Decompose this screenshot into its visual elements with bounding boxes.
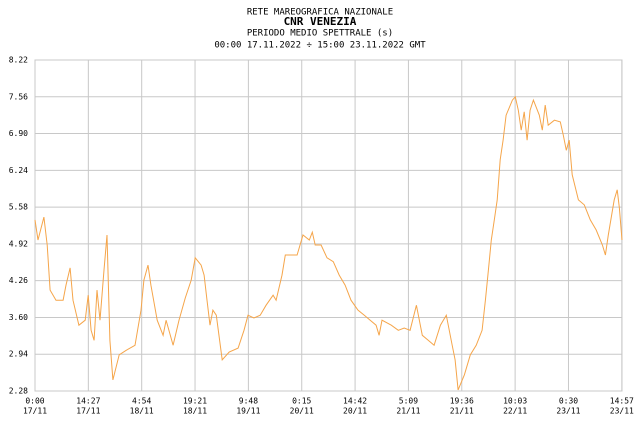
y-tick-label: 5.58 — [9, 203, 28, 212]
x-tick-label: 9:48 — [239, 397, 258, 406]
x-tick-label: 21/11 — [450, 407, 474, 416]
y-tick-label: 8.22 — [9, 56, 28, 65]
y-tick-label: 7.56 — [9, 92, 28, 101]
x-tick-label: 20/11 — [343, 407, 367, 416]
x-tick-label: 19/11 — [236, 407, 260, 416]
x-tick-label: 14:27 — [76, 397, 100, 406]
x-tick-label: 5:09 — [399, 397, 418, 406]
x-tick-label: 18/11 — [130, 407, 154, 416]
x-tick-label: 0:15 — [292, 397, 311, 406]
x-tick-label: 0:00 — [25, 397, 44, 406]
x-tick-label: 10:03 — [503, 397, 527, 406]
y-tick-label: 2.94 — [9, 350, 28, 359]
chart-period: 00:00 17.11.2022 ÷ 15:00 23.11.2022 GMT — [214, 41, 426, 51]
x-tick-label: 4:54 — [132, 397, 151, 406]
x-tick-label: 20/11 — [290, 407, 314, 416]
x-tick-label: 0:30 — [559, 397, 578, 406]
plot-frame — [34, 59, 623, 392]
x-tick-label: 18/11 — [183, 407, 207, 416]
x-tick-label: 14:42 — [343, 397, 367, 406]
y-tick-label: 6.90 — [9, 129, 28, 138]
chart-header: RETE MAREOGRAFICA NAZIONALE — [247, 8, 393, 18]
y-tick-label: 4.92 — [9, 239, 28, 248]
data-line — [34, 95, 623, 391]
chart-title: CNR VENEZIA — [284, 15, 357, 28]
x-tick-label: 21/11 — [396, 407, 420, 416]
x-tick-label: 17/11 — [76, 407, 100, 416]
y-tick-label: 2.28 — [9, 387, 28, 396]
x-tick-label: 19:36 — [450, 397, 474, 406]
x-tick-label: 23/11 — [556, 407, 580, 416]
y-tick-label: 4.26 — [9, 276, 28, 285]
x-tick-label: 19:21 — [183, 397, 207, 406]
x-tick-label: 23/11 — [610, 407, 634, 416]
x-tick-label: 22/11 — [503, 407, 527, 416]
x-tick-label: 17/11 — [23, 407, 47, 416]
x-tick-label: 14:57 — [610, 397, 634, 406]
y-tick-label: 6.24 — [9, 166, 28, 175]
y-tick-label: 3.60 — [9, 313, 28, 322]
chart-subtitle: PERIODO MEDIO SPETTRALE (s) — [247, 29, 393, 39]
